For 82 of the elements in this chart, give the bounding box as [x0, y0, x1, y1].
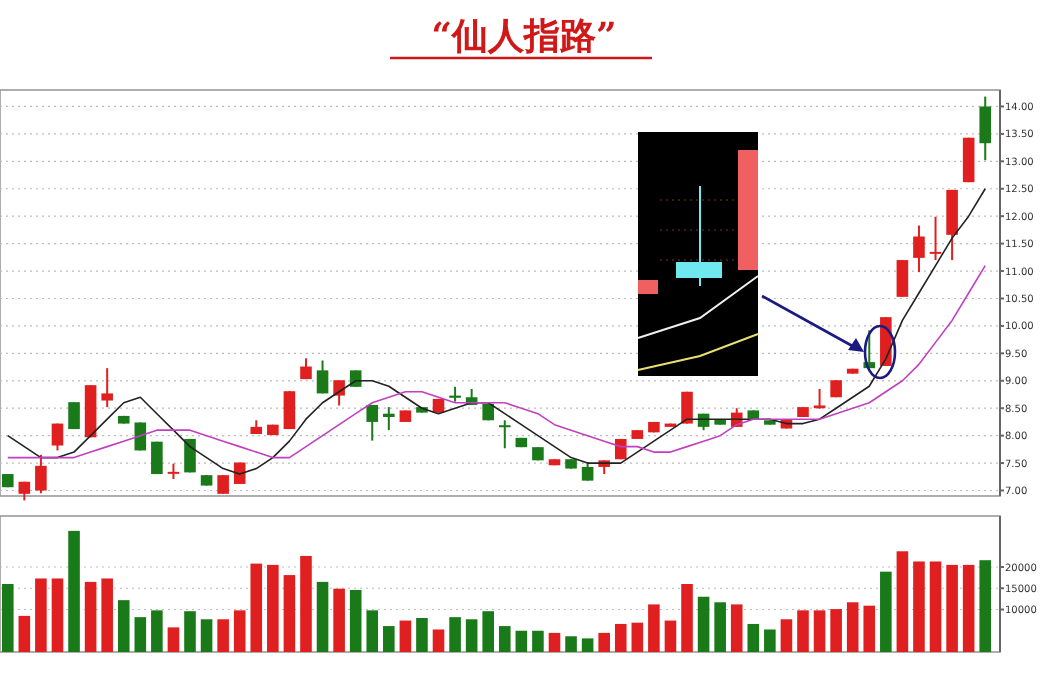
bar	[383, 626, 395, 652]
candlestick	[813, 388, 826, 410]
bar	[366, 610, 379, 652]
bar	[151, 610, 163, 652]
bar	[482, 611, 495, 652]
candlestick	[581, 460, 594, 482]
candlestick	[217, 474, 229, 495]
bar	[631, 622, 644, 652]
candlestick	[681, 390, 693, 425]
bar	[581, 638, 594, 652]
bar	[465, 619, 478, 652]
bar	[333, 588, 345, 652]
candlestick	[896, 259, 909, 298]
bar	[233, 610, 246, 652]
bar	[913, 561, 925, 652]
bar	[217, 619, 229, 652]
bar	[349, 589, 362, 652]
chart-title: “仙人指路”	[431, 16, 617, 58]
bar	[764, 629, 776, 652]
candlestick	[35, 453, 47, 495]
candlestick	[51, 422, 64, 452]
candlestick	[498, 419, 511, 450]
bar	[863, 605, 876, 652]
bar	[598, 632, 610, 652]
bar	[697, 596, 710, 652]
candlestick	[383, 406, 395, 432]
bar	[498, 626, 511, 652]
bar	[946, 564, 958, 652]
bar	[664, 620, 677, 652]
bar	[714, 602, 726, 652]
candlestick	[316, 359, 329, 395]
bar	[880, 571, 892, 652]
bar	[449, 617, 461, 652]
bar	[283, 575, 296, 652]
bar	[830, 609, 842, 652]
candlestick	[366, 403, 379, 442]
bar	[267, 564, 279, 652]
candlestick	[68, 401, 80, 431]
bar	[614, 623, 627, 652]
bar	[1, 584, 14, 652]
candlestick	[333, 379, 345, 407]
bar	[780, 619, 793, 652]
line-series	[6, 264, 987, 459]
candlestick	[101, 367, 113, 409]
bar	[648, 604, 660, 652]
bar	[846, 602, 859, 652]
bar	[134, 617, 147, 652]
bar	[250, 563, 263, 652]
bar	[300, 555, 312, 652]
bar	[416, 618, 428, 652]
bar	[681, 584, 693, 652]
bar	[84, 581, 97, 652]
bar	[515, 630, 528, 652]
bar	[548, 632, 561, 652]
bar	[896, 551, 909, 652]
candlestick	[979, 95, 992, 162]
bar	[979, 560, 992, 652]
bar	[962, 564, 975, 652]
bar	[532, 630, 544, 652]
bar	[813, 610, 826, 652]
bar	[18, 615, 31, 652]
bar	[184, 611, 196, 652]
candlestick	[946, 188, 958, 262]
bar	[316, 581, 329, 652]
bar	[747, 623, 760, 652]
line-series	[6, 187, 987, 475]
bar	[117, 600, 130, 652]
bar	[565, 636, 577, 652]
bar	[797, 610, 809, 652]
candlestick	[929, 215, 942, 262]
bar	[167, 627, 180, 652]
bar	[929, 561, 942, 652]
bar	[51, 578, 64, 652]
bar	[399, 620, 412, 652]
bar	[432, 629, 445, 652]
candlestick	[283, 390, 296, 431]
bar	[200, 619, 213, 652]
bar	[68, 530, 80, 652]
candlestick	[913, 224, 925, 274]
bar	[730, 604, 743, 652]
bar	[35, 578, 47, 652]
bar	[101, 578, 113, 652]
